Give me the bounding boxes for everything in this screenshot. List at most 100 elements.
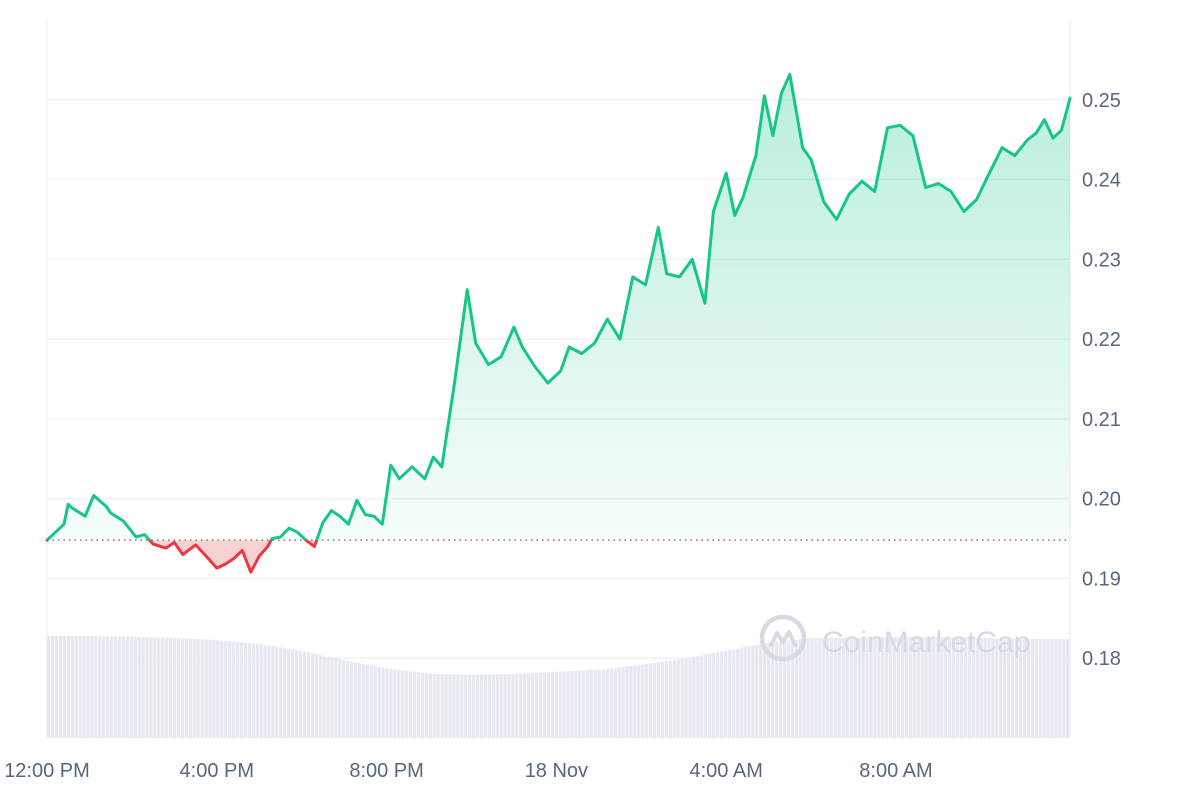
volume-bar [873, 637, 877, 738]
volume-bar [471, 674, 476, 738]
volume-bar [1022, 639, 1027, 738]
price-area [47, 74, 1070, 573]
volume-bar [818, 638, 822, 738]
volume-bar [385, 668, 389, 738]
volume-bar [1010, 638, 1015, 738]
volume-bar [1018, 638, 1023, 738]
volume-bar [503, 673, 507, 738]
volume-bar [660, 661, 665, 738]
volume-bar [782, 640, 787, 738]
volume-bar [932, 637, 936, 738]
volume-bar [1058, 639, 1062, 738]
volume-bar [1066, 639, 1070, 738]
volume-bar [778, 641, 783, 738]
volume-bar [487, 674, 492, 738]
volume-bar [495, 674, 499, 738]
y-tick-label: 0.19 [1082, 568, 1121, 590]
volume-bar [704, 654, 708, 738]
volume-bar [78, 636, 82, 738]
volume-bar [346, 660, 350, 738]
y-tick-label: 0.25 [1082, 90, 1121, 112]
volume-bar [881, 637, 885, 738]
volume-bar [397, 669, 401, 738]
volume-bar [192, 638, 196, 738]
y-tick-label: 0.20 [1082, 489, 1121, 511]
volume-bar [145, 637, 149, 738]
x-tick-label: 8:00 AM [859, 760, 932, 782]
volume-bar [373, 666, 377, 738]
volume-bar [109, 636, 114, 738]
volume-bar [511, 673, 515, 738]
volume-bar [633, 665, 637, 738]
volume-bar [861, 637, 865, 738]
volume-bar [420, 672, 425, 738]
volume-bar [287, 648, 291, 738]
volume-bar [208, 639, 212, 738]
area-below-baseline [47, 540, 1070, 573]
volume-bar [987, 638, 991, 738]
volume-bar [637, 665, 641, 738]
volume-bar [889, 637, 893, 738]
volume-bar [810, 638, 814, 738]
volume-bar [928, 637, 932, 738]
volume-bar [436, 673, 440, 738]
volume-bar [680, 658, 684, 738]
volume-bar [786, 640, 791, 738]
volume-bar [688, 657, 692, 738]
volume-bar [999, 638, 1003, 738]
volume-bar [334, 658, 338, 738]
volume-bar [617, 667, 621, 738]
volume-bar [991, 638, 995, 738]
volume-bar [892, 637, 897, 738]
volume-bar [326, 656, 330, 738]
volume-bar [700, 655, 704, 738]
volume-bar [527, 673, 531, 738]
volume-bar [330, 657, 334, 738]
volume-bar [389, 668, 393, 738]
volume-bar [523, 673, 527, 738]
volume-bar [676, 659, 680, 738]
volume-bar [979, 638, 983, 738]
volume-bar [247, 643, 251, 738]
x-tick-label: 4:00 PM [180, 760, 254, 782]
volume-bar [652, 662, 657, 738]
volume-bar [751, 645, 755, 738]
volume-bar [165, 637, 169, 738]
volume-bar [283, 648, 287, 738]
volume-bar [444, 674, 448, 738]
volume-bar [629, 666, 633, 738]
volume-bar [554, 671, 558, 738]
volume-bar [1062, 639, 1066, 738]
volume-bar [849, 638, 853, 738]
y-tick-label: 0.22 [1082, 329, 1121, 351]
volume-bar [243, 642, 248, 738]
volume-bar [696, 656, 700, 738]
volume-bar [365, 664, 370, 738]
volume-bar [759, 643, 763, 738]
volume-bar [74, 636, 78, 738]
volume-bar [829, 638, 834, 738]
volume-bar [405, 670, 409, 738]
volume-bar [227, 641, 232, 738]
volume-bar [715, 652, 720, 738]
volume-bar [853, 638, 857, 738]
volume-bar [117, 636, 122, 738]
volume-bar [70, 636, 74, 738]
volume-bar [157, 637, 161, 738]
volume-bar [475, 674, 480, 738]
y-tick-label: 0.23 [1082, 249, 1121, 271]
y-tick-label: 0.24 [1082, 170, 1121, 192]
volume-bar [589, 670, 594, 738]
volume-bar [625, 666, 629, 738]
volume-bar [790, 640, 794, 738]
volume-bar [1003, 638, 1007, 738]
volume-bar [995, 638, 999, 738]
volume-bar [731, 649, 735, 738]
volume-bar [1026, 639, 1031, 738]
volume-bar [161, 637, 165, 738]
price-line-up [45, 72, 1072, 541]
volume-bar [239, 642, 244, 738]
volume-bar [279, 647, 283, 738]
x-tick-label: 8:00 PM [349, 760, 423, 782]
volume-bar [133, 637, 137, 738]
